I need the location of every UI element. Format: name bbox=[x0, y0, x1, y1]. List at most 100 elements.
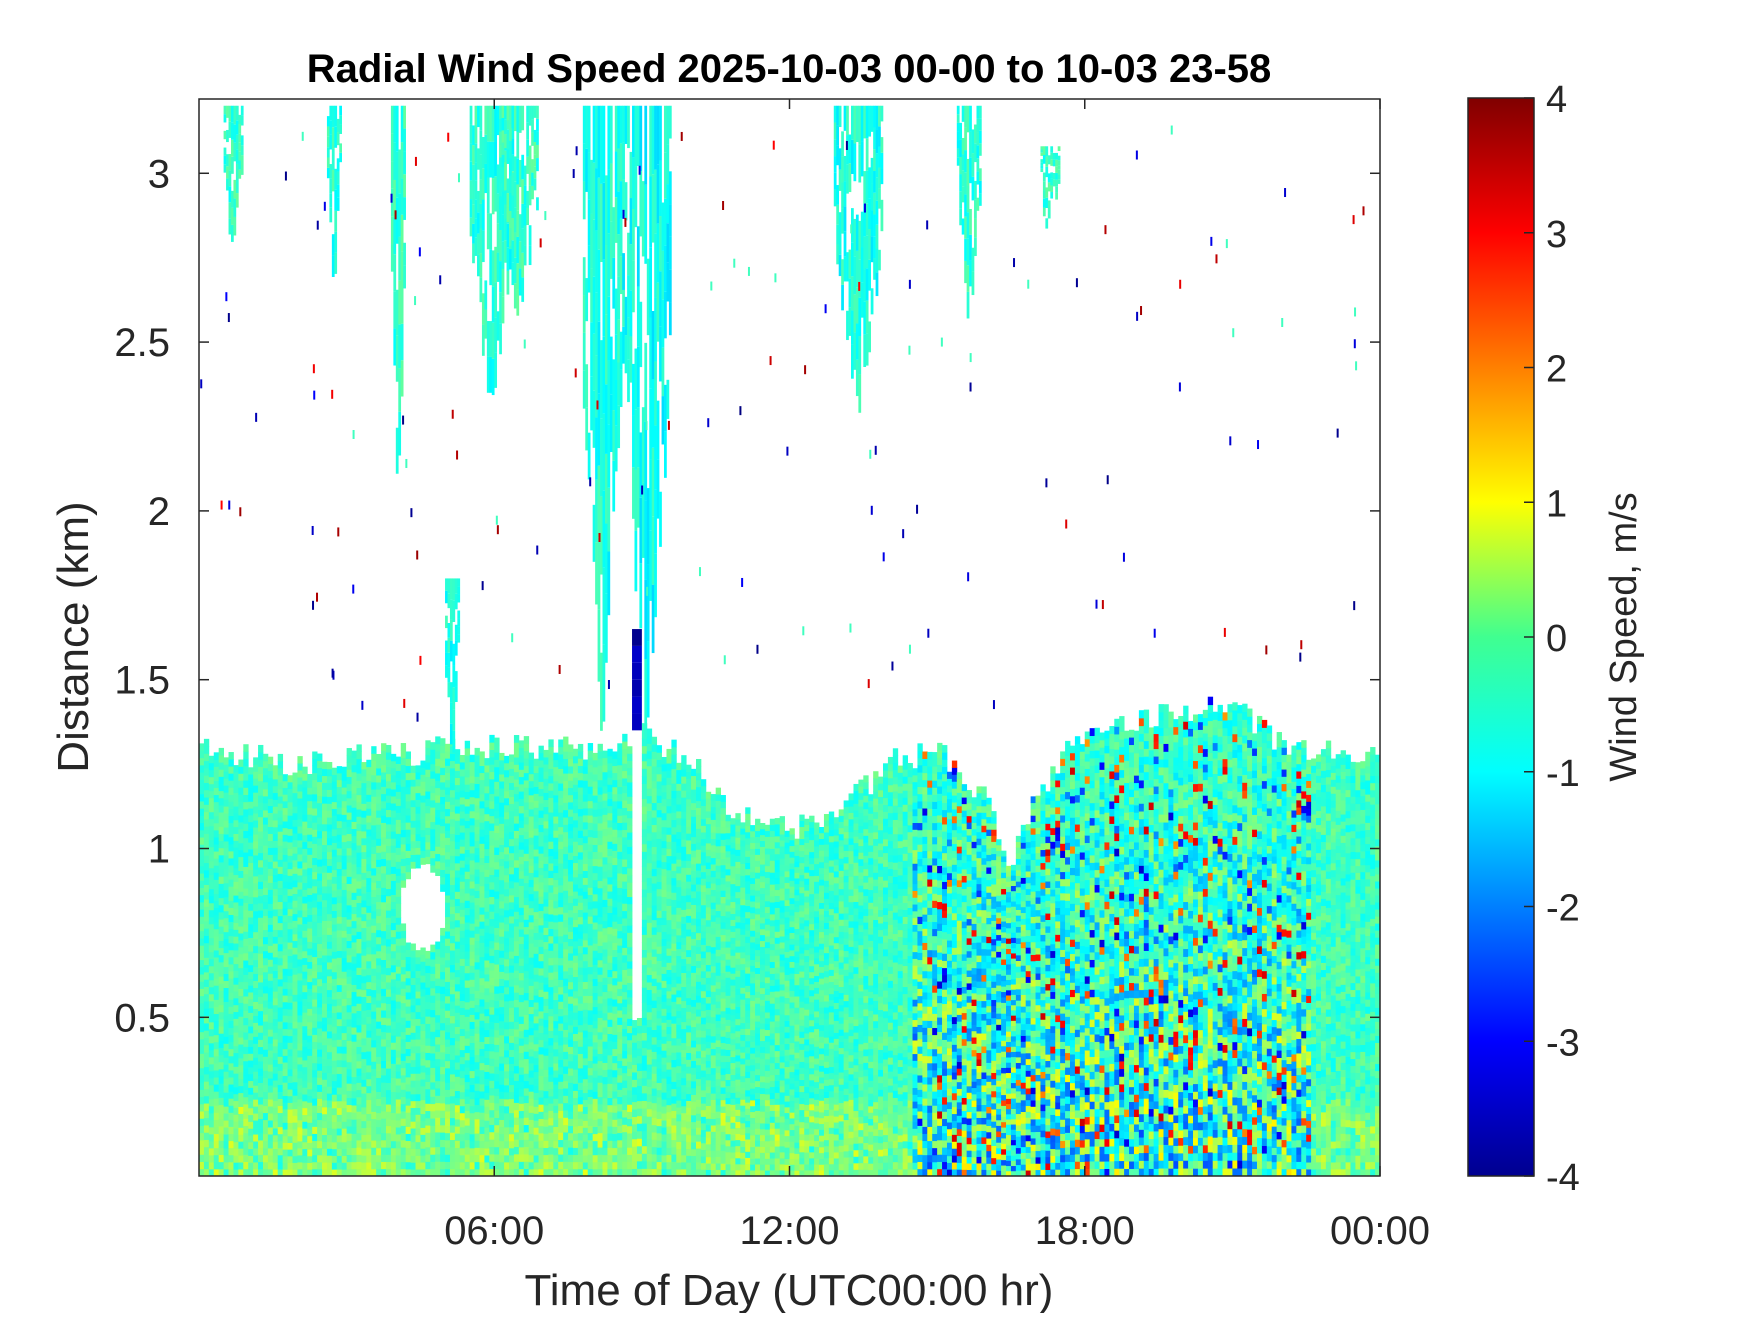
heatmap-cell bbox=[223, 952, 229, 961]
heatmap-cell bbox=[548, 855, 554, 864]
heatmap-cell bbox=[587, 945, 594, 953]
heatmap-cell bbox=[479, 843, 485, 851]
heatmap-cell bbox=[454, 763, 461, 771]
heatmap-cell bbox=[504, 874, 510, 883]
heatmap-cell bbox=[326, 1141, 333, 1149]
heatmap-cell bbox=[366, 829, 372, 837]
heatmap-cell bbox=[587, 851, 594, 859]
heatmap-cell bbox=[400, 851, 407, 859]
heatmap-cell bbox=[366, 1155, 372, 1163]
heatmap-cell bbox=[361, 1093, 367, 1101]
heatmap-cell bbox=[454, 912, 461, 921]
heatmap-cell bbox=[528, 1161, 535, 1170]
heatmap-cell bbox=[459, 853, 466, 861]
heatmap-cell bbox=[307, 1042, 313, 1050]
heatmap-cell bbox=[425, 1125, 431, 1133]
heatmap-cell bbox=[543, 757, 549, 765]
heatmap-cell bbox=[287, 1122, 293, 1130]
heatmap-cell bbox=[538, 1140, 544, 1148]
heatmap-cell bbox=[587, 995, 594, 1004]
heatmap-cell bbox=[253, 1169, 259, 1177]
heatmap-cell bbox=[381, 952, 387, 960]
heatmap-cell bbox=[474, 940, 480, 949]
heatmap-cell bbox=[469, 972, 475, 980]
heatmap-cell bbox=[223, 771, 229, 779]
heatmap-cell bbox=[361, 1038, 367, 1046]
heatmap-cell bbox=[336, 1032, 343, 1040]
heatmap-cell bbox=[356, 758, 362, 767]
heatmap-cell bbox=[223, 1022, 229, 1030]
heatmap-cell bbox=[425, 805, 431, 814]
heatmap-cell bbox=[597, 1017, 603, 1026]
heatmap-cell bbox=[258, 788, 264, 796]
heatmap-cell bbox=[592, 1105, 598, 1113]
heatmap-cell bbox=[484, 758, 490, 766]
heatmap-cell bbox=[326, 886, 333, 894]
heatmap-cell bbox=[297, 924, 303, 932]
heatmap-cell bbox=[208, 797, 215, 806]
heatmap-cell bbox=[479, 1091, 485, 1099]
heatmap-cell bbox=[307, 968, 313, 976]
heatmap-cell bbox=[400, 1060, 407, 1069]
heatmap-cell bbox=[523, 750, 530, 759]
heatmap-cell bbox=[533, 995, 539, 1003]
heatmap-cell bbox=[322, 892, 328, 901]
heatmap-cell bbox=[213, 992, 220, 1000]
heatmap-cell bbox=[213, 1034, 220, 1043]
heatmap-cell bbox=[243, 1039, 249, 1047]
heatmap-cell bbox=[326, 955, 333, 963]
heatmap-cell bbox=[449, 1168, 456, 1177]
heatmap-cell bbox=[597, 787, 603, 795]
heatmap-cell bbox=[499, 1006, 505, 1015]
heatmap-cell bbox=[568, 881, 574, 889]
heatmap-cell bbox=[381, 808, 387, 816]
heatmap-cell bbox=[282, 1109, 288, 1117]
heatmap-cell bbox=[430, 973, 436, 982]
heatmap-cell bbox=[233, 1066, 239, 1074]
heatmap-cell bbox=[445, 938, 451, 946]
heatmap-cell bbox=[277, 1091, 284, 1100]
heatmap-cell bbox=[331, 903, 338, 912]
heatmap-cell bbox=[454, 1168, 461, 1177]
heatmap-cell bbox=[405, 949, 411, 958]
heatmap-cell bbox=[612, 900, 618, 908]
heatmap-cell bbox=[430, 1089, 436, 1097]
heatmap-cell bbox=[440, 803, 446, 812]
heatmap-cell bbox=[366, 1037, 372, 1045]
heatmap-cell bbox=[474, 747, 480, 756]
heatmap-cell bbox=[317, 1007, 323, 1015]
heatmap-cell bbox=[440, 1030, 446, 1038]
heatmap-cell bbox=[499, 992, 505, 1001]
heatmap-cell bbox=[543, 828, 549, 836]
heatmap-cell bbox=[390, 1112, 397, 1121]
heatmap-cell bbox=[548, 863, 554, 871]
heatmap-cell bbox=[499, 971, 505, 979]
heatmap-cell bbox=[577, 1017, 584, 1026]
heatmap-cell bbox=[203, 833, 210, 842]
heatmap-cell bbox=[568, 953, 574, 961]
heatmap-cell bbox=[518, 994, 525, 1003]
heatmap-cell bbox=[568, 780, 574, 788]
heatmap-cell bbox=[538, 896, 544, 904]
heatmap-cell bbox=[597, 945, 603, 954]
heatmap-cell bbox=[267, 924, 274, 932]
heatmap-cell bbox=[258, 752, 264, 760]
heatmap-cell bbox=[479, 878, 485, 887]
heatmap-cell bbox=[277, 796, 284, 804]
heatmap-cell bbox=[341, 787, 348, 795]
heatmap-cell bbox=[292, 1014, 298, 1022]
heatmap-cell bbox=[395, 1106, 402, 1114]
heatmap-cell bbox=[558, 899, 564, 908]
heatmap-cell bbox=[568, 1017, 574, 1026]
heatmap-cell bbox=[253, 792, 259, 800]
heatmap-cell bbox=[322, 934, 328, 942]
heatmap-cell bbox=[548, 877, 554, 886]
heatmap-cell bbox=[287, 781, 293, 789]
heatmap-cell bbox=[267, 1113, 274, 1121]
heatmap-cell bbox=[518, 762, 525, 770]
heatmap-cell bbox=[499, 809, 505, 817]
heatmap-cell bbox=[494, 1029, 500, 1038]
heatmap-cell bbox=[513, 962, 520, 971]
heatmap-cell bbox=[208, 769, 215, 778]
heatmap-cell bbox=[572, 1047, 579, 1056]
